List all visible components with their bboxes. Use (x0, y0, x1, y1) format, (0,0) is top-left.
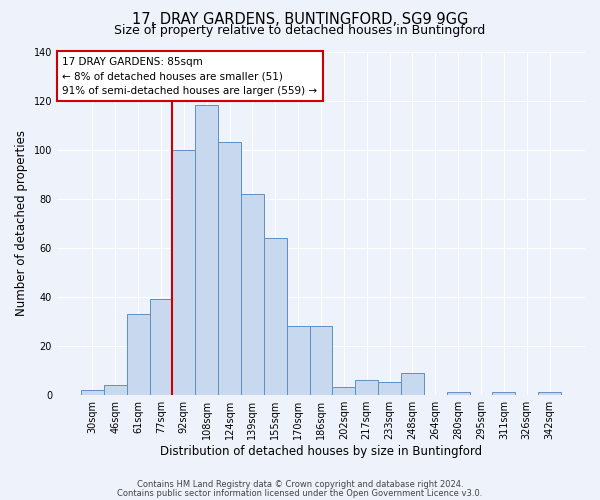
Bar (401, 372, 424, 394)
Text: Contains public sector information licensed under the Open Government Licence v3: Contains public sector information licen… (118, 489, 482, 498)
Text: Contains HM Land Registry data © Crown copyright and database right 2024.: Contains HM Land Registry data © Crown c… (137, 480, 463, 489)
Bar (149, 299, 172, 394)
Bar (287, 326, 310, 394)
Bar (172, 150, 195, 394)
Text: 17 DRAY GARDENS: 85sqm
← 8% of detached houses are smaller (51)
91% of semi-deta: 17 DRAY GARDENS: 85sqm ← 8% of detached … (62, 56, 317, 96)
Text: 17, DRAY GARDENS, BUNTINGFORD, SG9 9GG: 17, DRAY GARDENS, BUNTINGFORD, SG9 9GG (132, 12, 468, 28)
Bar (446, 392, 470, 394)
Bar (104, 385, 127, 394)
Bar (218, 142, 241, 395)
Bar (241, 194, 264, 394)
Bar (355, 380, 378, 394)
Bar (195, 106, 218, 395)
Bar (538, 392, 561, 394)
Bar (378, 382, 401, 394)
Bar (310, 326, 332, 394)
Y-axis label: Number of detached properties: Number of detached properties (15, 130, 28, 316)
Bar (127, 314, 149, 394)
Bar (264, 238, 287, 394)
Bar (332, 388, 355, 394)
Bar (493, 392, 515, 394)
Bar (81, 390, 104, 394)
X-axis label: Distribution of detached houses by size in Buntingford: Distribution of detached houses by size … (160, 444, 482, 458)
Text: Size of property relative to detached houses in Buntingford: Size of property relative to detached ho… (115, 24, 485, 37)
